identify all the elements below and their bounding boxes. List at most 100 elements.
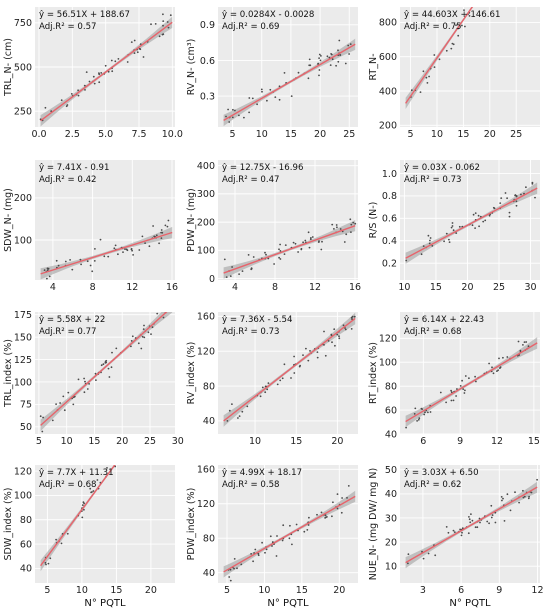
data-point [469, 521, 472, 524]
data-point [103, 255, 106, 258]
data-point [39, 415, 42, 418]
data-point [98, 81, 101, 84]
data-point [343, 241, 346, 243]
data-point [329, 64, 332, 66]
x-tick-label: 2.5 [65, 129, 80, 140]
data-point [337, 49, 339, 52]
data-point [236, 567, 238, 570]
data-point [345, 233, 348, 236]
data-point [261, 541, 263, 544]
x-tick-label: 16 [166, 282, 178, 293]
y-axis-label: PDW_N- (mg) [186, 188, 197, 251]
data-point [478, 517, 481, 520]
y-tick-label: 1.0 [382, 169, 397, 180]
x-tick-label: 12 [491, 436, 503, 447]
data-point [293, 355, 295, 358]
data-point [43, 269, 46, 271]
data-point [107, 70, 110, 73]
data-point [331, 341, 333, 344]
data-point [463, 9, 465, 12]
x-tick-label: 20 [461, 282, 473, 293]
data-point [100, 72, 103, 74]
data-point [423, 413, 426, 416]
data-point [527, 497, 530, 500]
data-point [452, 529, 455, 532]
data-point [474, 227, 476, 230]
data-point [333, 228, 335, 230]
data-point [338, 335, 340, 338]
data-point [528, 495, 530, 498]
data-point [264, 251, 266, 254]
data-point [250, 268, 253, 271]
data-point [336, 226, 338, 229]
data-point [60, 542, 63, 545]
scatter-panel-10: 5 10 15 20 40 60 80 100 120 ŷ = 7.7X + 11.31 Adj.R… [3, 465, 175, 609]
y-tick-label: 0.8 [382, 191, 397, 202]
data-point [417, 418, 420, 421]
y-tick-label: 80 [203, 381, 215, 392]
scatter-panel-8: 10 15 20 40 80 120 160 ŷ = 7.36X - 5.54 Adj.R² =… [186, 312, 358, 447]
x-tick-label: 5 [44, 585, 50, 596]
data-point [275, 555, 278, 557]
data-point [474, 526, 477, 529]
data-point [450, 399, 453, 402]
data-point [353, 315, 356, 318]
x-tick-label: 25 [510, 129, 522, 140]
data-point [229, 275, 232, 277]
regression-line [40, 21, 173, 122]
data-point [94, 372, 97, 375]
data-point [455, 395, 457, 397]
x-tick-label: 4 [232, 282, 238, 293]
data-point [111, 70, 114, 73]
data-point [283, 253, 286, 256]
data-point [257, 552, 260, 555]
y-tick-label: 0.3 [200, 91, 215, 102]
data-point [290, 377, 292, 379]
scatter-panel-12: 3 6 9 12 10 20 30 40 50 ŷ = 3.03X + 6.50 Adj.R² = … [368, 465, 544, 609]
x-tick-label: 8 [272, 282, 278, 293]
data-point [336, 333, 339, 336]
data-point [274, 96, 277, 98]
data-point [518, 501, 520, 504]
data-point [509, 509, 512, 512]
y-tick-label: 200 [379, 121, 397, 132]
data-point [448, 241, 451, 244]
data-point [160, 231, 163, 234]
data-point [463, 392, 466, 394]
regression-line [223, 225, 356, 274]
data-point [69, 259, 71, 261]
data-point [448, 238, 450, 241]
data-point [248, 111, 251, 114]
data-point [117, 253, 119, 256]
adjusted-r-squared: Adj.R² = 0.58 [222, 480, 280, 490]
y-tick-label: 0.6 [382, 214, 397, 225]
x-tick-label: 0.0 [31, 129, 46, 140]
data-point [154, 23, 157, 25]
data-point [223, 258, 226, 261]
data-point [142, 56, 145, 58]
data-point [445, 401, 447, 404]
data-point [334, 344, 336, 347]
data-point [461, 527, 464, 530]
data-point [267, 382, 270, 384]
data-point [79, 258, 82, 261]
data-point [461, 379, 463, 382]
data-point [339, 54, 342, 56]
data-point [46, 269, 49, 272]
x-tick-label: 10.0 [162, 129, 183, 140]
data-point [41, 430, 44, 433]
data-point [104, 360, 107, 363]
data-point [241, 410, 244, 413]
data-point [228, 409, 231, 412]
data-point [63, 409, 66, 412]
data-point [506, 356, 509, 358]
data-point [143, 336, 146, 339]
x-axis-label: N° PQTL [267, 598, 309, 609]
data-point [291, 543, 293, 546]
y-tick-label: 0.9 [200, 20, 215, 31]
data-point [471, 519, 474, 522]
data-point [460, 534, 463, 537]
data-point [293, 372, 296, 374]
data-point [83, 84, 86, 87]
